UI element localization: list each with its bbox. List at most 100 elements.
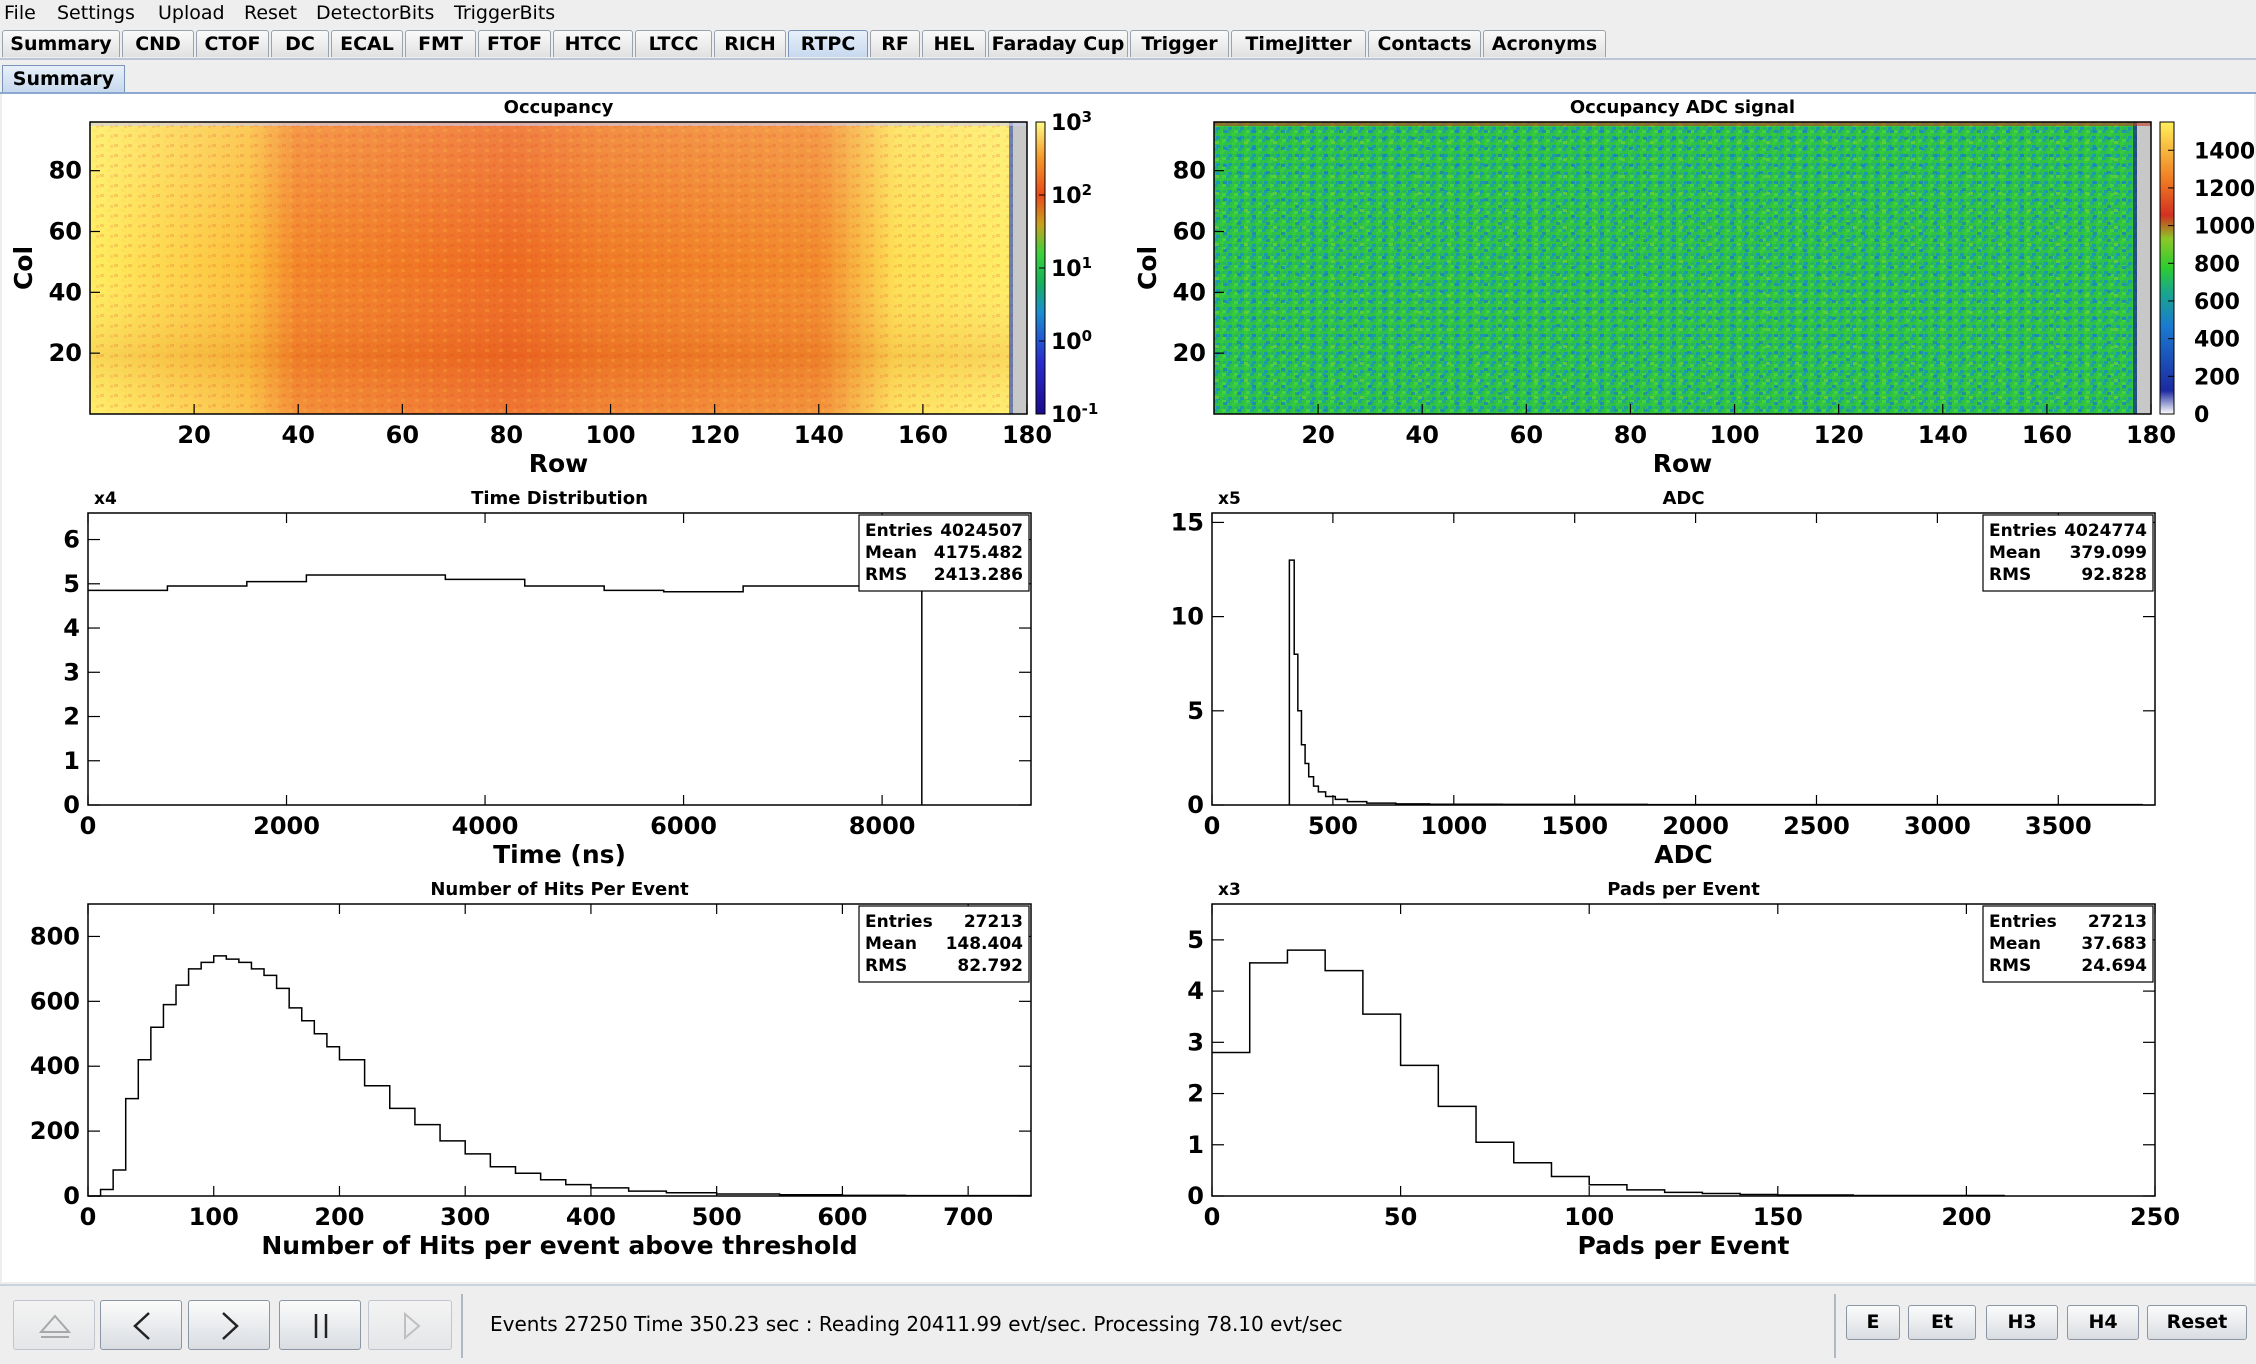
stats-value: 82.792	[957, 956, 1023, 976]
eject-button[interactable]	[13, 1300, 95, 1350]
y-tick-label: 60	[49, 218, 82, 246]
toolbar-separator	[1834, 1294, 1836, 1358]
x-axis-label: ADC	[1654, 840, 1712, 869]
stats-value: 2413.286	[934, 565, 1023, 585]
x-tick-label: 1500	[1541, 812, 1608, 840]
menu-triggerbits[interactable]: TriggerBits	[454, 2, 556, 24]
y-tick-label: 4	[1187, 977, 1204, 1005]
y-tick-label: 20	[1173, 339, 1206, 367]
x-tick-label: 500	[692, 1203, 742, 1231]
plot-title: Pads per Event	[1607, 879, 1760, 900]
y-tick-label: 15	[1171, 508, 1204, 536]
y-tick-label: 6	[63, 526, 80, 554]
tab-ltcc[interactable]: LTCC	[635, 30, 712, 57]
subtab-summary[interactable]: Summary	[2, 65, 125, 92]
x-tick-label: 20	[177, 421, 210, 449]
h3-button[interactable]: H3	[1986, 1305, 2058, 1340]
x-tick-label: 400	[566, 1203, 616, 1231]
tab-acronyms[interactable]: Acronyms	[1483, 30, 1606, 57]
x-tick-label: 160	[898, 421, 948, 449]
tab-ctof[interactable]: CTOF	[196, 30, 269, 57]
stats-value: 148.404	[946, 934, 1024, 954]
stats-label: RMS	[1989, 565, 2031, 585]
menu-settings[interactable]: Settings	[57, 2, 135, 24]
stats-label: Entries	[865, 912, 933, 932]
previous-button[interactable]	[100, 1300, 182, 1350]
pause-icon	[314, 1314, 328, 1338]
y-tick-label: 400	[30, 1052, 80, 1080]
tab-rtpc[interactable]: RTPC	[788, 30, 868, 57]
next-button[interactable]	[188, 1300, 270, 1350]
menu-reset[interactable]: Reset	[244, 2, 298, 24]
h4-button[interactable]: H4	[2067, 1305, 2139, 1340]
tab-timejitter[interactable]: TimeJitter	[1231, 30, 1366, 57]
menu-file[interactable]: File	[4, 2, 36, 24]
axis-multiplier: x5	[1218, 489, 1241, 509]
reset-button[interactable]: Reset	[2147, 1305, 2247, 1340]
stats-label: RMS	[865, 956, 907, 976]
plot-title: Time Distribution	[471, 488, 648, 509]
tab-trigger[interactable]: Trigger	[1130, 30, 1229, 57]
stats-value: 27213	[2088, 912, 2147, 932]
x-tick-label: 150	[1753, 1203, 1803, 1231]
stats-box	[858, 905, 1030, 983]
stats-value: 4024774	[2064, 521, 2147, 541]
et-button[interactable]: Et	[1908, 1305, 1976, 1340]
tab-rich[interactable]: RICH	[714, 30, 786, 57]
stats-label: Mean	[865, 543, 917, 563]
y-tick-label: 40	[1173, 278, 1206, 306]
x-tick-label: 3500	[2025, 812, 2092, 840]
x-tick-label: 60	[386, 421, 419, 449]
tab-ftof[interactable]: FTOF	[478, 30, 551, 57]
tab-fmt[interactable]: FMT	[405, 30, 476, 57]
plot-frame	[1213, 121, 2152, 415]
x-tick-label: 100	[189, 1203, 239, 1231]
x-tick-label: 140	[1918, 421, 1968, 449]
x-axis-label: Time (ns)	[493, 840, 626, 869]
e-button[interactable]: E	[1846, 1305, 1900, 1340]
colorbar-tick-label: 1000	[2194, 215, 2254, 240]
stats-value: 4024507	[940, 521, 1023, 541]
y-tick-label: 200	[30, 1117, 80, 1145]
tab-htcc[interactable]: HTCC	[553, 30, 633, 57]
y-tick-label: 600	[30, 987, 80, 1015]
tab-contacts[interactable]: Contacts	[1368, 30, 1481, 57]
heatmap-fill	[90, 122, 1027, 414]
x-tick-label: 40	[1406, 421, 1439, 449]
stats-box	[858, 514, 1030, 592]
menu-upload[interactable]: Upload	[158, 2, 225, 24]
x-tick-label: 200	[314, 1203, 364, 1231]
pause-button[interactable]	[279, 1300, 361, 1350]
play-button[interactable]	[368, 1300, 452, 1350]
tab-summary[interactable]: Summary	[2, 30, 120, 57]
tab-hel[interactable]: HEL	[922, 30, 986, 57]
tab-dc[interactable]: DC	[271, 30, 329, 57]
x-tick-label: 120	[690, 421, 740, 449]
tab-faraday-cup[interactable]: Faraday Cup	[988, 30, 1128, 57]
tab-ecal[interactable]: ECAL	[331, 30, 403, 57]
heatmap-edge	[2133, 122, 2137, 414]
x-tick-label: 50	[1384, 1203, 1417, 1231]
y-tick-label: 2	[63, 703, 80, 731]
x-tick-label: 120	[1814, 421, 1864, 449]
plot-title: ADC	[1662, 488, 1704, 509]
stats-value: 4175.482	[934, 543, 1023, 563]
stats-value: 37.683	[2081, 934, 2147, 954]
x-tick-label: 100	[1710, 421, 1760, 449]
x-tick-label: 100	[586, 421, 636, 449]
x-tick-label: 0	[1204, 1203, 1221, 1231]
y-tick-label: 0	[63, 1182, 80, 1210]
colorbar-tick-label: 200	[2194, 365, 2240, 390]
x-tick-label: 8000	[849, 812, 916, 840]
status-bar: Events 27250 Time 350.23 sec : Reading 2…	[0, 1284, 2256, 1364]
status-text: Events 27250 Time 350.23 sec : Reading 2…	[490, 1312, 1343, 1336]
menu-detectorbits[interactable]: DetectorBits	[316, 2, 435, 24]
plot-canvas: Occupancy 20 40 60 80 100 120 140 160 180 20 40 60 80…	[2, 94, 2255, 1282]
histogram-line	[1212, 949, 2005, 1197]
colorbar-tick-label: 800	[2194, 252, 2240, 277]
tab-cnd[interactable]: CND	[122, 30, 194, 57]
tab-rf[interactable]: RF	[870, 30, 920, 57]
colorbar-tick-label: 10-1	[1051, 400, 1098, 428]
x-tick-label: 20	[1301, 421, 1334, 449]
